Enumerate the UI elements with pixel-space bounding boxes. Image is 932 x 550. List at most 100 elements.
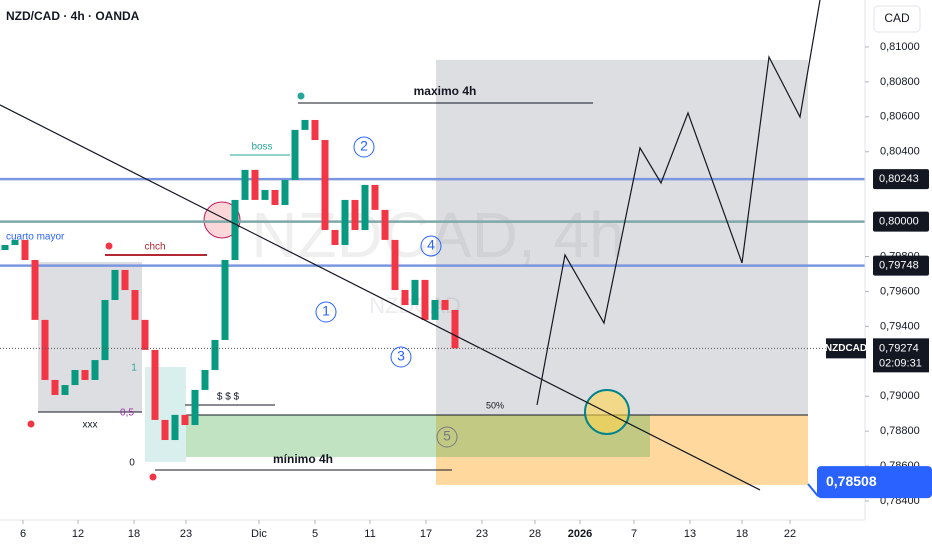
candle [361,184,369,230]
x-tick-label: 5 [312,528,318,540]
candle [71,370,79,386]
annotation: $ $ $ [217,392,240,403]
wave-circle [420,235,442,257]
candle [321,140,329,230]
y-tick-label: 0,78800 [880,425,920,437]
watermark: NZDCAD, 4h [251,199,624,271]
countdown: 02:09:31 [879,357,922,369]
x-tick-label: 2026 [568,528,592,540]
annotation: cuarto mayor [6,232,65,243]
y-tick-label: 0,79400 [880,320,920,332]
x-tick-label: 11 [364,528,375,540]
annotation: 5 [443,428,451,444]
x-tick-label: Dic [251,528,267,540]
x-tick-label: 12 [72,528,84,540]
x-tick-label: 13 [684,528,696,540]
candle [371,184,379,210]
x-tick-label: 18 [128,528,140,540]
target-tag [817,466,932,499]
price-tag [873,338,929,373]
candle [211,339,219,371]
wave-circle [390,346,412,368]
price-label: 0,79274 [879,342,919,354]
candle [31,260,39,320]
zone [186,414,650,457]
candle [61,385,69,395]
candle [181,414,189,426]
candle [341,199,349,245]
candle [421,279,429,320]
level-label: 0,80243 [879,173,919,185]
candle [131,290,139,320]
y-tick-label: 0,81000 [880,41,920,53]
x-tick-label: 23 [476,528,488,540]
candle [191,389,199,426]
candle [261,189,269,200]
dot [27,420,35,428]
candle [381,209,389,240]
x-tick-label: 7 [631,528,637,540]
y-tick-label: 0,79000 [880,390,920,402]
candle [241,169,249,200]
candle [251,169,259,200]
candle [311,119,319,141]
wave-circle [315,301,337,323]
annotation: 3 [397,348,405,364]
candle [221,260,229,340]
candle [281,180,289,205]
y-tick-label: 0,80800 [880,76,920,88]
annotation: 1 [131,363,137,374]
dot [297,92,305,100]
level-tag [873,255,929,276]
candle [291,129,299,181]
candle [121,269,129,291]
candle [41,319,49,380]
projection [536,0,821,406]
annotation: chch [144,242,165,253]
x-tick-label: 18 [736,528,748,540]
highlight-circle [203,201,241,239]
candle [411,279,419,306]
y-tick-label: 0,80400 [880,146,920,158]
candle [451,309,459,349]
annotation: 1 [322,303,330,319]
candle [51,379,59,395]
level-label: 0,80000 [879,215,919,227]
price-tag [826,338,866,359]
annotation: 0,5 [120,408,134,419]
candle [271,189,279,205]
candle [351,199,359,230]
candle [231,199,239,260]
symbol: NZD/CAD · 4h · OANDA [6,9,140,23]
candle [401,290,409,306]
candle [11,239,19,245]
annotation: xxx [83,420,98,431]
candle [391,239,399,291]
annotation: boss [251,142,272,153]
candle [101,299,109,361]
candle [111,269,119,300]
candle [171,414,179,441]
dot [149,473,157,481]
currency-button[interactable] [873,5,921,33]
currency[interactable]: CAD [884,11,910,25]
price-name: NZDCAD [825,343,867,354]
annotation: maximo 4h [414,84,477,98]
candle [331,229,339,245]
candle [441,299,449,310]
x-tick-label: 22 [784,528,796,540]
x-tick-label: 17 [420,528,432,540]
level-tag [873,169,929,190]
candle [301,119,309,130]
x-tick-label: 23 [180,528,192,540]
target-pointer [807,483,819,497]
candle [151,349,159,420]
trendline [0,104,761,491]
candle [201,370,209,390]
y-tick-label: 0,79600 [880,285,920,297]
dot [105,242,113,250]
annotation: 0 [129,458,135,469]
candle [431,299,439,320]
